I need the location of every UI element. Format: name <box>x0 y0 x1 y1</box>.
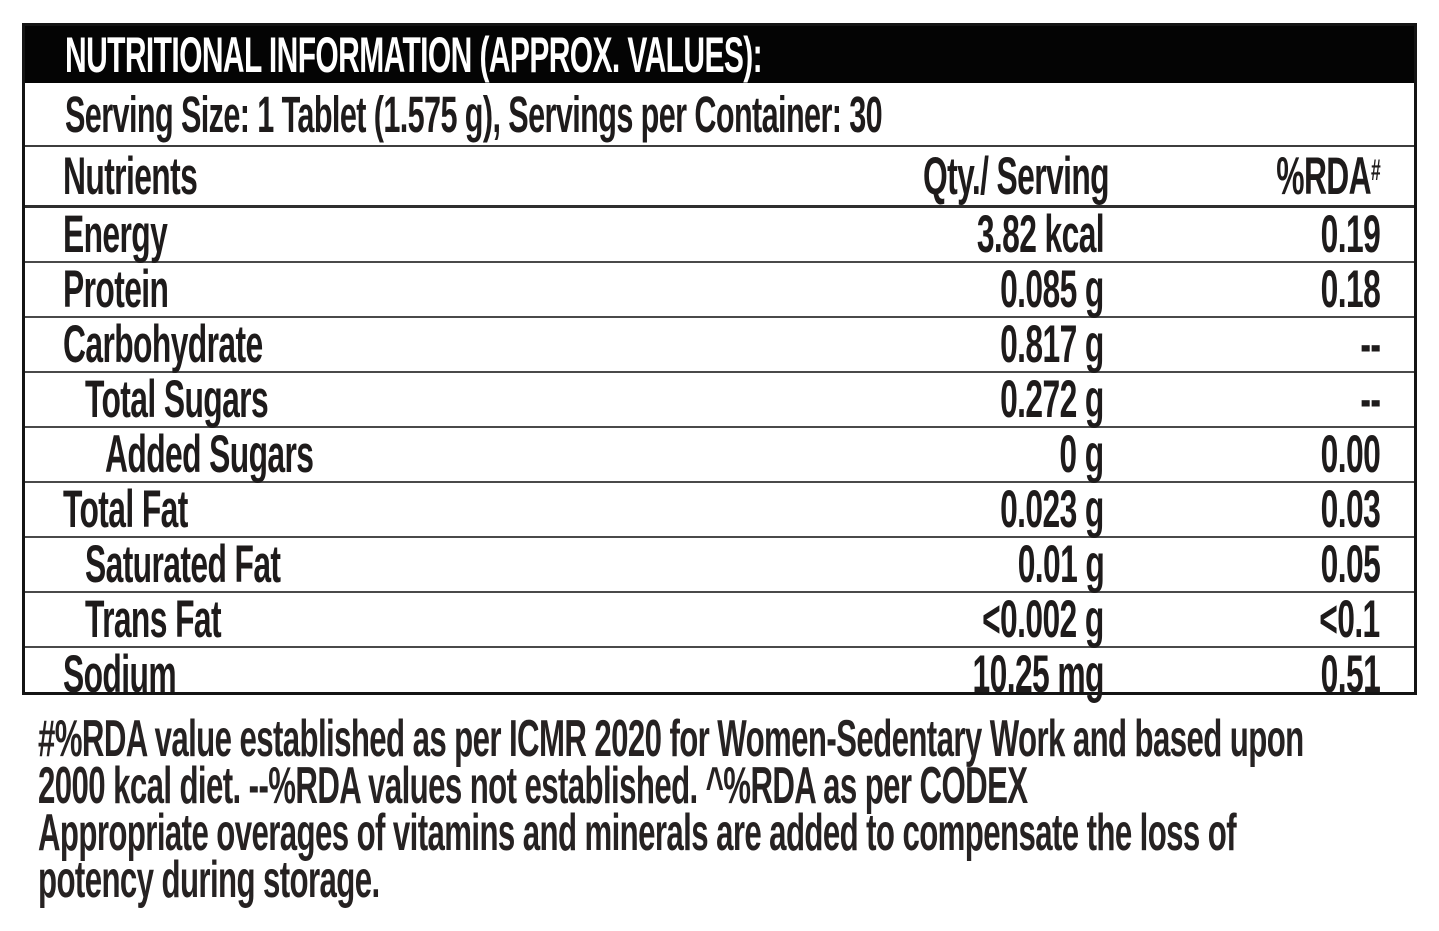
serving-info-row: Serving Size: 1 Tablet (1.575 g), Servin… <box>25 83 1414 147</box>
table-row-protein: Protein 0.085 g 0.18 <box>25 263 1414 318</box>
nutrient-rda: 0.03 <box>1320 480 1381 539</box>
nutrient-qty: 0.023 g <box>1000 480 1104 539</box>
nutrient-qty: 3.82 kcal <box>976 205 1105 264</box>
table-title: NUTRITIONAL INFORMATION (APPROX. VALUES)… <box>65 26 763 83</box>
table-row-total-sugars: Total Sugars 0.272 g -- <box>25 373 1414 428</box>
column-header-row: Nutrients Qty./ Serving %RDA# <box>25 147 1414 208</box>
footnote-line: potency during storage. <box>38 851 380 909</box>
nutrient-qty: 0.272 g <box>1000 370 1104 429</box>
rda-footnote-marker: # <box>1370 155 1381 188</box>
nutrient-rda: 0.00 <box>1320 425 1381 484</box>
nutrient-name: Energy <box>63 205 168 264</box>
table-row-total-fat: Total Fat 0.023 g 0.03 <box>25 483 1414 538</box>
nutrition-table: NUTRITIONAL INFORMATION (APPROX. VALUES)… <box>22 23 1417 701</box>
table-row-carbohydrate: Carbohydrate 0.817 g -- <box>25 318 1414 373</box>
table-row-sodium: Sodium 10.25 mg 0.51 <box>25 648 1414 701</box>
nutrient-qty: 0.01 g <box>1017 535 1104 594</box>
table-row-added-sugars: Added Sugars 0 g 0.00 <box>25 428 1414 483</box>
table-row-energy: Energy 3.82 kcal 0.19 <box>25 208 1414 263</box>
footnote-line: Appropriate overages of vitamins and min… <box>38 804 1237 862</box>
nutrient-name: Carbohydrate <box>63 315 263 374</box>
nutrient-rda: 0.51 <box>1320 645 1381 704</box>
rda-column-header: %RDA# <box>1276 146 1381 206</box>
nutrient-name: Added Sugars <box>105 425 314 484</box>
nutrient-rda: -- <box>1360 370 1381 429</box>
footnote-line: 2000 kcal diet. --%RDA values not establ… <box>38 757 1028 815</box>
serving-info: Serving Size: 1 Tablet (1.575 g), Servin… <box>65 85 883 143</box>
nutrient-rda: 0.19 <box>1320 205 1381 264</box>
nutrient-rda: 0.05 <box>1320 535 1381 594</box>
nutrients-column-header: Nutrients <box>63 146 198 206</box>
nutrient-qty: 10.25 mg <box>972 645 1105 704</box>
table-title-bar: NUTRITIONAL INFORMATION (APPROX. VALUES)… <box>25 26 1414 83</box>
nutrient-name: Sodium <box>63 645 177 704</box>
nutrient-rda: 0.18 <box>1320 260 1381 319</box>
qty-column-header: Qty./ Serving <box>923 146 1110 206</box>
nutrient-qty: 0.817 g <box>1000 315 1104 374</box>
table-row-saturated-fat: Saturated Fat 0.01 g 0.05 <box>25 538 1414 593</box>
nutrient-rda: -- <box>1360 315 1381 374</box>
nutrient-qty: <0.002 g <box>982 590 1104 649</box>
nutrient-qty: 0.085 g <box>1000 260 1104 319</box>
table-row-trans-fat: Trans Fat <0.002 g <0.1 <box>25 593 1414 648</box>
nutrient-name: Saturated Fat <box>85 535 281 594</box>
nutrient-name: Total Fat <box>63 480 188 539</box>
nutrient-rda: <0.1 <box>1319 590 1381 649</box>
nutrient-name: Trans Fat <box>85 590 222 649</box>
nutrient-qty: 0 g <box>1059 425 1105 484</box>
nutrient-name: Protein <box>63 260 169 319</box>
nutrient-name: Total Sugars <box>85 370 269 429</box>
footnote: #%RDA value established as per ICMR 2020… <box>38 710 1433 909</box>
footnote-line: #%RDA value established as per ICMR 2020… <box>38 710 1304 768</box>
